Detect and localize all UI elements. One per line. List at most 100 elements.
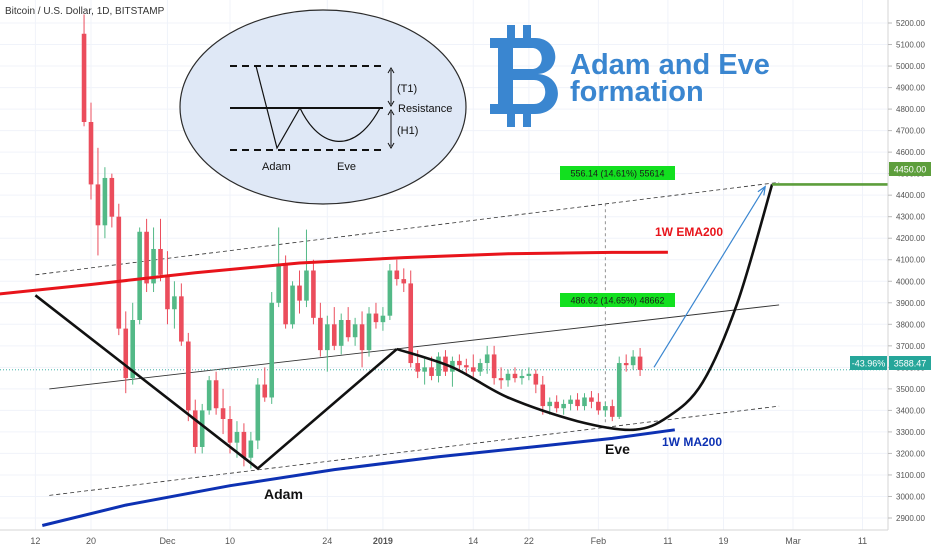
candle <box>512 367 518 383</box>
time-tick-label: 19 <box>718 536 728 546</box>
candle <box>477 358 483 376</box>
candle <box>554 395 559 413</box>
channel-top-dashed-line <box>35 181 780 276</box>
candle <box>498 367 504 389</box>
candle <box>283 255 288 329</box>
candle <box>533 369 539 394</box>
candle-body <box>311 270 316 318</box>
candle-body <box>276 264 281 303</box>
candle-body <box>192 410 198 447</box>
candle <box>436 352 441 383</box>
candle <box>255 378 261 450</box>
candle <box>144 218 149 293</box>
inset-h1-arrowhead-down <box>387 142 395 149</box>
forecast-arrow-line <box>653 186 766 368</box>
candle <box>151 227 156 293</box>
candle <box>637 347 643 376</box>
candle-body <box>512 373 518 379</box>
candle-body <box>630 356 636 366</box>
candle-body <box>130 320 136 379</box>
candle-body <box>415 363 420 372</box>
candle-body <box>422 367 427 372</box>
candle <box>345 307 351 342</box>
candle <box>519 369 525 385</box>
eve-u-curve <box>396 184 774 432</box>
price-tick-label: 3700.00 <box>896 342 925 351</box>
candle <box>526 367 532 381</box>
candle <box>304 229 309 308</box>
candle-body <box>352 324 358 338</box>
candle <box>102 167 108 239</box>
candles <box>81 14 643 469</box>
candle <box>491 345 497 385</box>
candle-body <box>151 248 156 284</box>
price-tick-label: 4100.00 <box>896 256 925 265</box>
candle-body <box>408 283 414 364</box>
candle-body <box>220 408 226 419</box>
candle-body <box>241 431 247 458</box>
candle-body <box>345 320 351 338</box>
price-tick-label: 3200.00 <box>896 449 925 458</box>
price-tick-label: 4900.00 <box>896 84 925 93</box>
candle-body <box>429 367 434 376</box>
candle-body <box>477 363 483 372</box>
time-axis-panel <box>0 530 932 550</box>
price-tick-label: 4700.00 <box>896 127 925 136</box>
candle-body <box>547 401 553 407</box>
candle-body <box>338 320 344 346</box>
candle-body <box>206 380 212 411</box>
candle <box>575 393 580 411</box>
inset-h1-label: (H1) <box>397 125 418 137</box>
candle-body <box>582 397 587 407</box>
candle <box>470 354 476 379</box>
measure-box-top-bg <box>560 166 675 180</box>
candle <box>220 388 226 435</box>
forecast-arrowhead <box>757 185 767 196</box>
candle <box>206 375 212 415</box>
candle <box>609 399 615 422</box>
candle <box>262 367 268 402</box>
candle-body <box>484 354 490 364</box>
candle <box>311 259 316 325</box>
candle <box>109 173 115 228</box>
symbol-title: Bitcoin / U.S. Dollar, 1D, BITSTAMP <box>5 6 165 17</box>
overlay-title-line2: formation <box>570 76 704 108</box>
inset-diagram: (T1) Resistance (H1) Adam Eve <box>179 9 467 205</box>
price-tick-label: 3500.00 <box>896 385 925 394</box>
candle-body <box>158 248 163 275</box>
candle-body <box>457 360 462 366</box>
ma-label: 1W MA200 <box>662 435 722 449</box>
candle <box>165 251 170 325</box>
candle <box>366 307 372 357</box>
candle <box>352 317 358 346</box>
price-axis-panel <box>888 0 932 530</box>
candle-body <box>172 296 177 310</box>
candle <box>380 307 386 331</box>
candle <box>290 281 295 329</box>
time-tick-label: Dec <box>159 536 176 546</box>
candle-body <box>262 384 268 398</box>
target-price-tag: 4450.00 <box>889 162 931 176</box>
time-tick-label: 10 <box>225 536 235 546</box>
candle-body <box>533 373 539 385</box>
candle <box>484 345 490 374</box>
candle-body <box>248 440 254 458</box>
candle <box>158 218 163 282</box>
candle <box>401 268 407 293</box>
candle <box>589 391 594 409</box>
candle <box>269 292 275 404</box>
candle-body <box>123 328 129 379</box>
candle <box>276 227 281 308</box>
candle-body <box>589 397 594 402</box>
candle-body <box>575 399 580 407</box>
candle-body <box>603 406 608 411</box>
candle-body <box>394 270 400 280</box>
candle <box>88 102 94 200</box>
price-tick-label: 5100.00 <box>896 41 925 50</box>
inset-adam-v <box>255 65 301 150</box>
candle-body <box>380 315 386 323</box>
candle <box>582 393 587 411</box>
price-tick-label: 5000.00 <box>896 62 925 71</box>
candle <box>179 283 184 346</box>
ema200-line <box>0 250 668 296</box>
